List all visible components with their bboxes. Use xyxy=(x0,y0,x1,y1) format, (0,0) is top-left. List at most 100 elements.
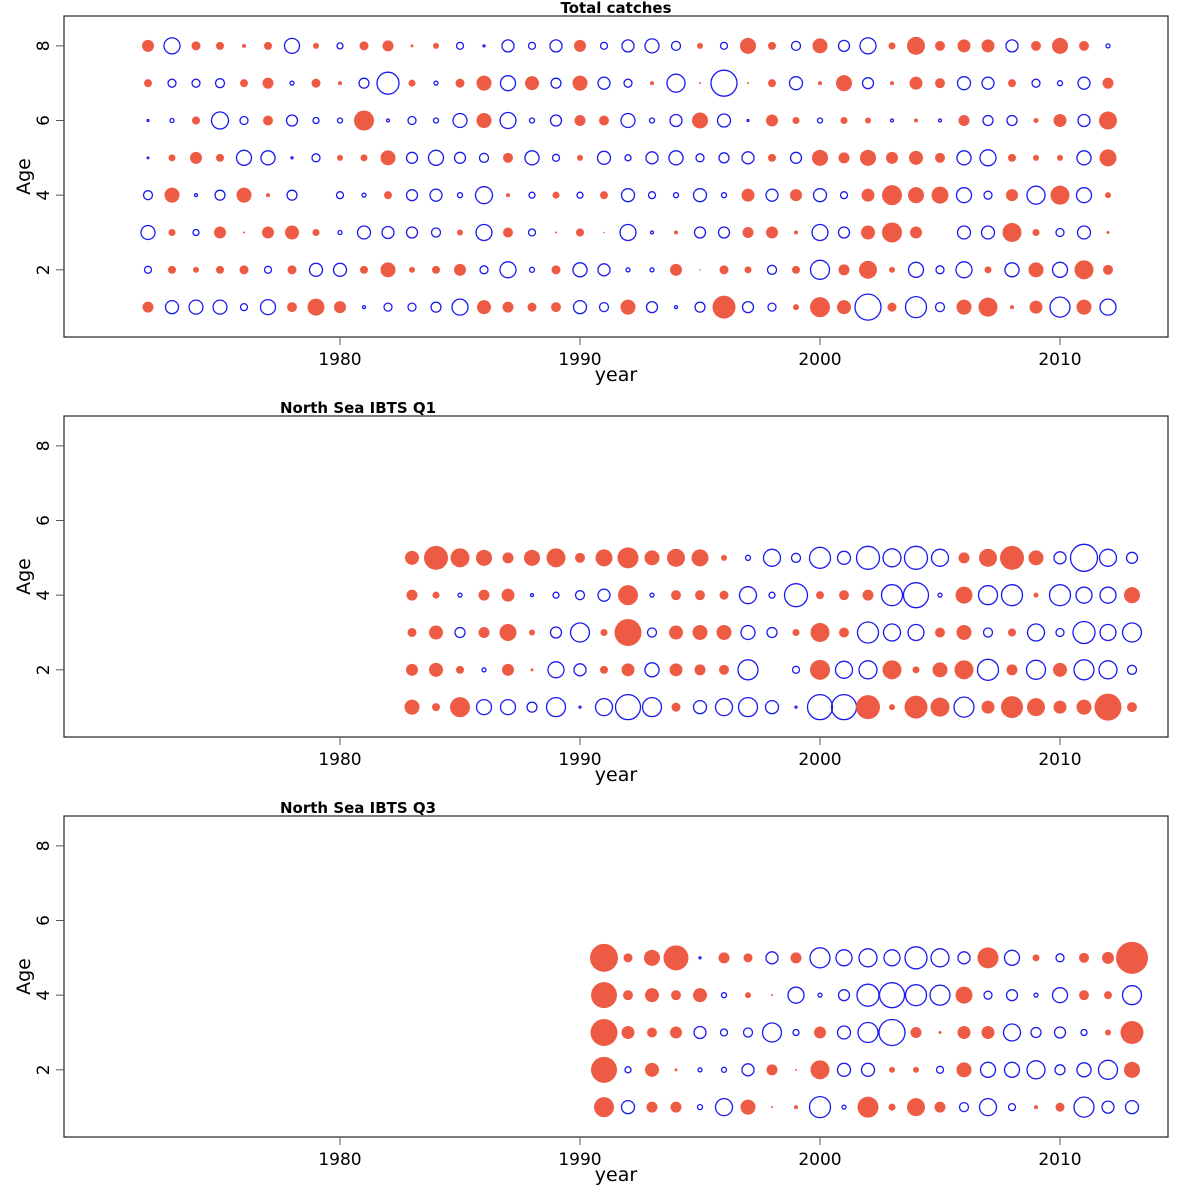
bubble-negative xyxy=(499,111,517,130)
bubble-negative xyxy=(286,189,298,201)
bubble-negative xyxy=(957,951,971,965)
bubble-negative xyxy=(837,226,851,239)
bubble-positive xyxy=(239,265,249,275)
bubble-positive xyxy=(691,549,709,567)
bubble-positive xyxy=(1127,702,1137,713)
bubble-positive xyxy=(591,1056,617,1083)
bubble-positive xyxy=(457,229,463,236)
bubble-negative xyxy=(597,588,611,602)
bubble-positive xyxy=(958,552,970,564)
x-tick-label: 1980 xyxy=(318,1150,361,1170)
bubble-positive xyxy=(432,265,440,274)
y-tick-label: 8 xyxy=(34,440,54,451)
bubble-negative xyxy=(623,78,633,88)
bubble-negative xyxy=(572,299,588,315)
bubble-negative xyxy=(549,626,563,639)
bubble-positive xyxy=(478,626,490,638)
x-tick-label: 1990 xyxy=(558,350,601,370)
y-axis-label: Age xyxy=(13,158,35,195)
bubble-positive xyxy=(572,75,588,91)
x-tick-label: 1980 xyxy=(318,350,361,370)
bubble-negative xyxy=(956,76,972,91)
bubble-negative xyxy=(767,302,777,312)
bubble-negative xyxy=(809,947,831,969)
bubble-positive xyxy=(1033,592,1039,598)
panel-title: Total catches xyxy=(560,0,671,17)
bubble-negative xyxy=(645,151,659,165)
bubble-negative xyxy=(381,225,395,240)
bubble-negative xyxy=(764,699,780,715)
bubble-positive xyxy=(524,549,540,566)
bubble-negative xyxy=(624,154,632,162)
bubble-negative xyxy=(552,591,560,599)
bubble-positive xyxy=(794,230,798,235)
bubble-negative xyxy=(836,1062,852,1077)
bubble-negative xyxy=(285,114,299,127)
bubble-negative xyxy=(766,626,778,639)
bubble-negative xyxy=(376,71,400,95)
bubble-positive xyxy=(693,988,707,1003)
bubble-negative xyxy=(983,990,993,1000)
bubble-positive xyxy=(1055,1102,1065,1112)
bubble-negative xyxy=(1003,949,1021,966)
bubble-negative xyxy=(1077,113,1091,128)
bubble-negative xyxy=(235,149,253,166)
bubble-positive xyxy=(650,81,654,86)
bubble-negative xyxy=(527,228,537,237)
bubble-negative xyxy=(1031,78,1041,88)
bubble-negative xyxy=(361,192,367,198)
bubble-positive xyxy=(838,264,850,276)
bubble-positive xyxy=(857,1096,879,1118)
bubble-negative xyxy=(1007,1102,1017,1112)
bubble-positive xyxy=(506,193,510,198)
bubble-negative xyxy=(597,263,611,277)
bubble-positive xyxy=(406,663,418,676)
bubble-negative xyxy=(1077,76,1091,90)
bubble-positive xyxy=(694,664,706,676)
bubble-negative xyxy=(620,112,636,129)
bubble-positive xyxy=(410,44,414,48)
bubble-positive xyxy=(699,269,701,271)
bubble-positive xyxy=(740,37,756,54)
bubble-negative xyxy=(1033,992,1039,998)
bubble-negative xyxy=(1056,80,1064,87)
bubble-positive xyxy=(216,265,224,274)
bubble-negative xyxy=(574,590,586,601)
bubble-negative xyxy=(528,266,536,273)
bubble-negative xyxy=(499,261,517,279)
bubble-positive xyxy=(838,152,850,164)
y-tick-label: 8 xyxy=(34,840,54,851)
bubble-negative xyxy=(1105,43,1111,49)
bubble-negative xyxy=(937,592,943,598)
bubble-positive xyxy=(910,226,922,239)
bubble-negative xyxy=(837,989,851,1002)
bubble-negative xyxy=(857,1021,879,1044)
bubble-negative xyxy=(385,118,391,123)
bubble-negative xyxy=(1125,551,1139,564)
bubble-positive xyxy=(1102,77,1114,89)
bubble-positive xyxy=(889,704,895,711)
bubble-negative xyxy=(792,1028,800,1037)
bubble-negative xyxy=(762,548,782,567)
bubble-negative xyxy=(649,267,655,273)
bubble-negative xyxy=(1073,1096,1095,1118)
bubble-negative xyxy=(719,1028,729,1037)
bubble-positive xyxy=(644,550,660,566)
bubble-negative xyxy=(878,982,906,1009)
bubble-negative xyxy=(937,118,943,123)
bubble-positive xyxy=(499,623,517,641)
bubble-positive xyxy=(981,700,995,714)
bubble-negative xyxy=(714,1097,734,1117)
bubble-negative xyxy=(836,1025,852,1040)
bubble-negative xyxy=(956,150,972,166)
bubble-positive xyxy=(1002,222,1022,242)
bubble-negative xyxy=(146,118,150,123)
bubble-positive xyxy=(216,153,224,162)
x-tick-label: 2010 xyxy=(1038,1150,1081,1170)
bubble-negative xyxy=(1072,620,1096,645)
y-tick-label: 2 xyxy=(34,664,54,675)
bubble-positive xyxy=(1008,628,1016,637)
bubble-negative xyxy=(163,37,181,55)
bubble-negative xyxy=(766,264,778,275)
